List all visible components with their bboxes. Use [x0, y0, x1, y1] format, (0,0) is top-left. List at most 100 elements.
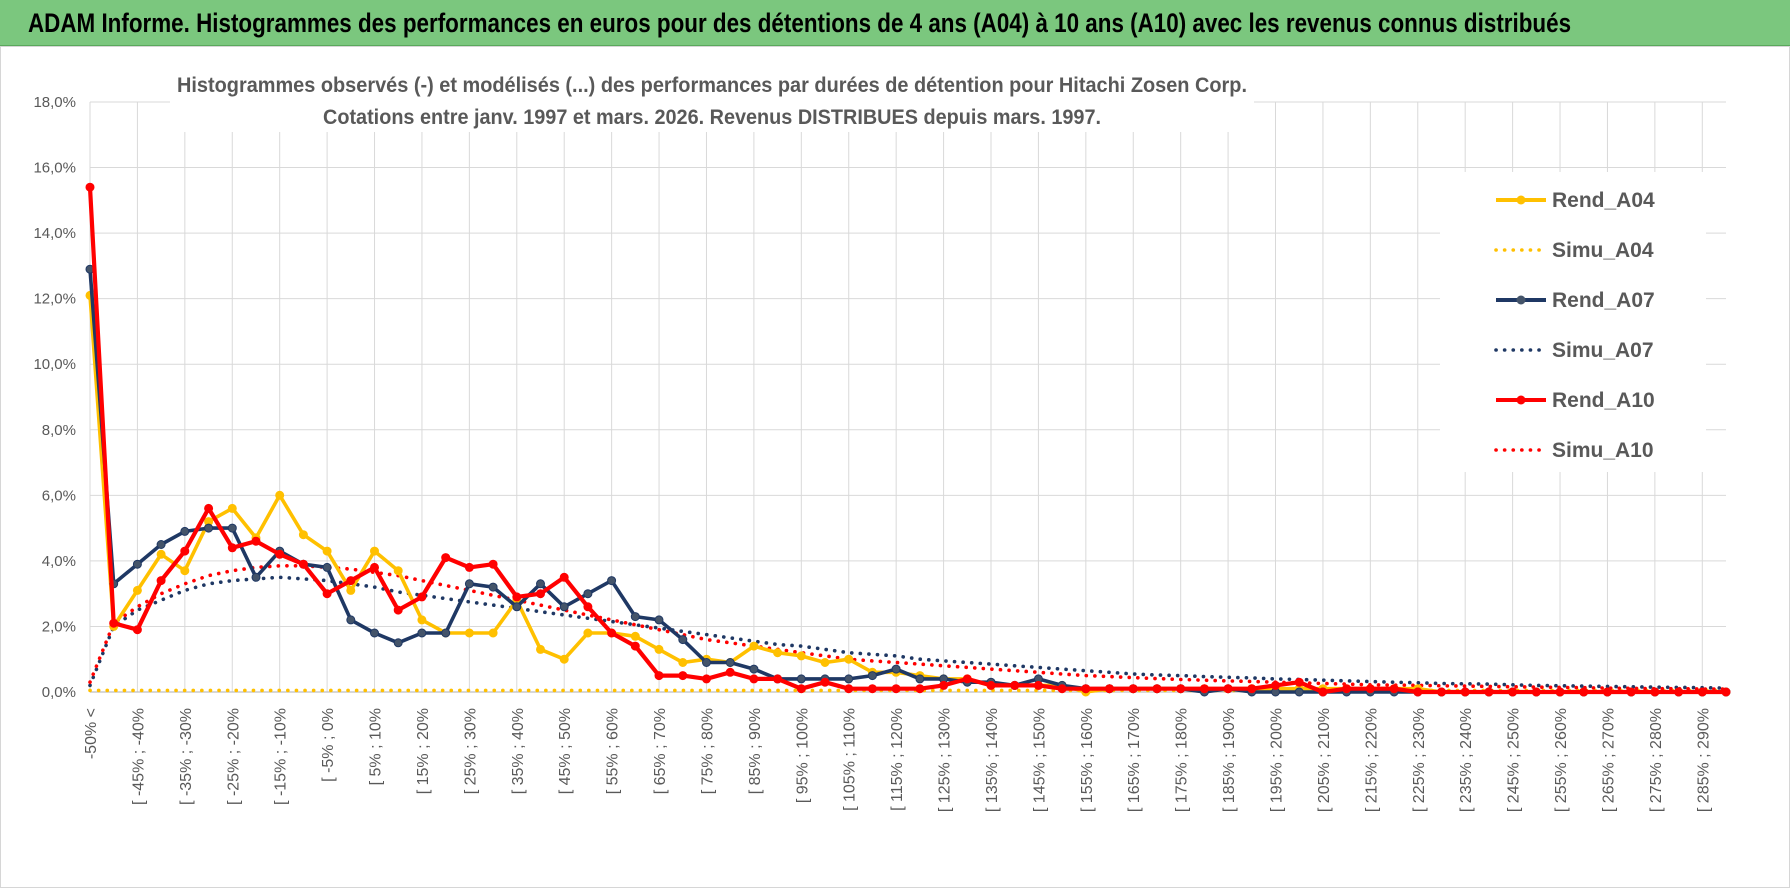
x-tick-label: [ 195% ; 200% [1269, 708, 1286, 812]
report-banner: ADAM Informe. Histogrammes des performan… [0, 0, 1790, 46]
x-tick-label: [ 65% ; 70% [652, 708, 669, 794]
y-tick-label: 2,0% [42, 618, 76, 635]
data-point [986, 680, 996, 690]
data-point [915, 684, 925, 694]
x-tick-label: [ 5% ; 10% [368, 708, 385, 785]
data-point [678, 671, 688, 681]
data-point [725, 658, 735, 667]
data-point [251, 536, 261, 546]
legend-label: Simu_A04 [1552, 239, 1654, 262]
series-simu-a07 [88, 575, 1728, 690]
data-point [1721, 687, 1731, 697]
data-point [275, 549, 285, 559]
x-tick-label: [ 25% ; 30% [462, 708, 479, 794]
data-point [796, 684, 806, 694]
x-tick-label: [ 145% ; 150% [1031, 708, 1048, 812]
chart-title-line1: Histogrammes observés (-) et modélisés (… [177, 74, 1247, 97]
data-point [156, 549, 166, 559]
data-point [844, 654, 854, 664]
data-point [180, 546, 190, 556]
data-point [322, 589, 332, 599]
data-point [536, 579, 545, 589]
data-point [915, 674, 925, 684]
data-point [630, 631, 640, 641]
x-axis-ticks: -50% < [ -45% ; -40% [ -35% ; -30% [ -25% ;… [83, 708, 1712, 812]
y-tick-label: 6,0% [42, 487, 76, 504]
data-point [1508, 687, 1518, 697]
x-tick-label: [ 225% ; 230% [1411, 708, 1428, 812]
legend-marker-icon [1516, 195, 1526, 205]
data-point [749, 664, 759, 674]
data-point [1674, 687, 1684, 697]
data-point [1318, 687, 1328, 697]
data-point [1128, 684, 1138, 694]
x-tick-label: [ 245% ; 250% [1506, 708, 1523, 812]
x-tick-label: [ -25% ; -20% [225, 708, 242, 805]
y-tick-label: 4,0% [42, 553, 76, 570]
data-point [512, 602, 522, 612]
data-point [1413, 687, 1423, 697]
data-point [1223, 684, 1233, 694]
x-tick-label: [ -45% ; -40% [130, 708, 147, 805]
data-point [749, 674, 759, 684]
data-point [275, 490, 285, 500]
data-point [417, 615, 427, 625]
data-point [891, 684, 901, 694]
x-tick-label: [ -15% ; -10% [273, 708, 290, 805]
data-point [464, 562, 474, 572]
data-point [1531, 687, 1541, 697]
data-point [583, 589, 593, 599]
legend-item-simu-a04: Simu_A04 [1494, 239, 1654, 262]
legend-item-simu-a07: Simu_A07 [1494, 339, 1654, 362]
chart-legend: Rend_A04 Simu_A04 Rend_A07 Simu_A07 Rend_A10… [1440, 172, 1706, 472]
data-point [393, 605, 403, 615]
x-tick-label: [ 85% ; 90% [747, 708, 764, 794]
data-point [1081, 684, 1091, 694]
data-point [109, 618, 119, 628]
x-tick-label: [ 55% ; 60% [605, 708, 622, 794]
data-point [512, 592, 522, 602]
data-point [370, 628, 379, 638]
data-point [1152, 684, 1162, 694]
chart-title-box: Histogrammes observés (-) et modélisés (… [170, 66, 1254, 132]
data-point [654, 644, 664, 654]
data-point [464, 628, 474, 638]
data-point [1484, 687, 1494, 697]
x-tick-label: [ 235% ; 240% [1458, 708, 1475, 812]
data-point [1365, 684, 1375, 694]
data-point [678, 635, 688, 645]
x-tick-label: [ 175% ; 180% [1174, 708, 1191, 812]
x-tick-label: [ 75% ; 80% [699, 708, 716, 794]
chart-series [85, 182, 1731, 697]
data-point [204, 523, 214, 533]
data-point [725, 667, 735, 677]
data-point [393, 566, 403, 576]
x-tick-label: [ 285% ; 290% [1695, 708, 1712, 812]
data-point [654, 671, 664, 681]
data-point [227, 503, 237, 513]
x-tick-label: [ -35% ; -30% [178, 708, 195, 805]
data-point [536, 589, 545, 599]
data-point [1602, 687, 1612, 697]
x-tick-label: [ 265% ; 270% [1600, 708, 1617, 812]
data-point [1460, 687, 1470, 697]
data-point [1389, 684, 1399, 694]
y-tick-label: 8,0% [42, 422, 76, 439]
data-point [132, 559, 142, 569]
data-point [867, 684, 877, 694]
data-point [1057, 684, 1067, 694]
data-point [1650, 687, 1660, 697]
legend-label: Simu_A10 [1552, 439, 1654, 462]
x-tick-label: [ -5% ; 0% [320, 708, 337, 782]
data-point [1294, 687, 1304, 697]
y-axis-ticks: 0,0% 2,0% 4,0% 6,0% 8,0% 10,0% 12,0% 14,0% 16,0%… [33, 94, 76, 701]
data-point [132, 585, 142, 595]
y-tick-label: 12,0% [33, 291, 76, 308]
data-point [844, 674, 854, 684]
x-tick-label: -50% < [83, 708, 100, 759]
data-point [1342, 684, 1352, 694]
data-point [417, 628, 427, 638]
data-point [559, 654, 569, 664]
data-point [132, 625, 142, 635]
data-point [346, 585, 356, 595]
